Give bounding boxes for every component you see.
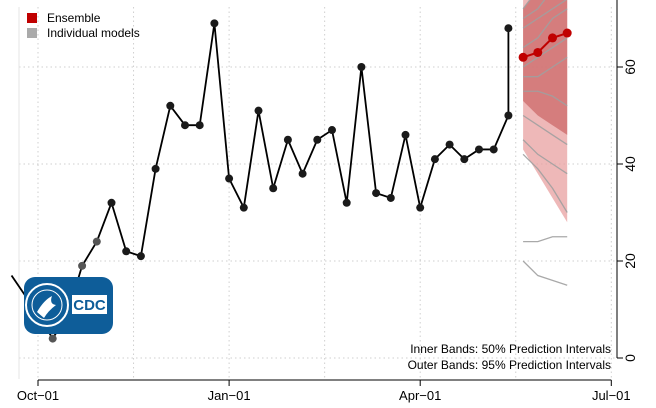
observed-point <box>136 252 145 261</box>
observed-point <box>313 135 322 144</box>
observed-point <box>430 155 439 164</box>
x-tick-label: Jul−01 <box>592 388 631 403</box>
x-tick-label: Oct−01 <box>17 388 59 403</box>
ensemble-point <box>562 28 572 38</box>
observed-point <box>386 193 395 202</box>
observed-point <box>489 145 498 154</box>
observed-point <box>298 169 307 178</box>
model-line <box>522 8 568 49</box>
observed-point <box>151 164 160 173</box>
observed-point <box>254 106 263 115</box>
ensemble-series <box>518 28 572 62</box>
cdc-logo: CDC <box>24 277 113 334</box>
model-line <box>522 153 568 213</box>
legend: Ensemble Individual models <box>27 11 140 40</box>
individual-models <box>522 0 568 286</box>
band-50-inner <box>523 0 568 135</box>
observed-point <box>48 334 57 343</box>
legend-swatch-ensemble <box>27 13 37 23</box>
observed-point <box>225 174 234 183</box>
observed-point <box>342 198 351 207</box>
observed-point <box>504 111 513 120</box>
model-line <box>523 56 568 78</box>
y-tick-label: 60 <box>622 59 638 75</box>
hhs-seal-inner-icon <box>31 289 63 321</box>
model-line <box>523 236 568 243</box>
cdc-wordmark-box <box>72 295 107 314</box>
annotation-inner-bands: Inner Bands: 50% Prediction Intervals <box>410 342 611 356</box>
model-line <box>522 0 568 29</box>
model-line <box>522 114 568 146</box>
observed-point <box>107 198 116 207</box>
ensemble-point <box>533 47 543 57</box>
model-line <box>522 139 568 175</box>
observed-point <box>210 19 219 28</box>
x-tick-label: Jan−01 <box>208 388 251 403</box>
cdc-wordmark: CDC <box>73 297 106 314</box>
hhs-eagle-icon <box>37 296 56 318</box>
observed-point <box>78 261 87 270</box>
y-tick-label: 20 <box>622 253 638 269</box>
hhs-seal-icon <box>25 283 69 327</box>
observed-point <box>475 145 483 154</box>
grid <box>19 7 617 379</box>
observed-point <box>92 237 101 246</box>
observed-point <box>445 140 454 149</box>
observed-point <box>239 203 248 212</box>
model-line <box>522 0 546 20</box>
ensemble-point <box>518 52 528 62</box>
x-tick-label: Apr−01 <box>399 388 441 403</box>
legend-swatch-individual-models <box>27 28 37 38</box>
model-line <box>522 260 568 286</box>
legend-label-individual-models: Individual models <box>47 26 140 40</box>
ensemble-line <box>522 32 568 59</box>
observed-point <box>401 130 410 139</box>
observed-point <box>460 155 469 164</box>
observed-point <box>328 126 336 135</box>
observed-point <box>269 184 278 193</box>
annotation-outer-bands: Outer Bands: 95% Prediction Intervals <box>408 358 611 372</box>
observed-point <box>181 121 189 130</box>
observed-point <box>166 101 175 110</box>
observed-point <box>195 121 204 130</box>
y-tick-label: 0 <box>622 354 638 362</box>
model-line <box>522 37 568 68</box>
observed-point <box>283 135 292 144</box>
y-tick-label: 40 <box>622 156 638 172</box>
observed-point <box>122 247 131 256</box>
model-line <box>523 90 568 107</box>
observed-point <box>416 203 425 212</box>
ensemble-point <box>548 33 557 43</box>
legend-label-ensemble: Ensemble <box>47 11 101 25</box>
observed-point <box>357 63 366 71</box>
observed-point-last <box>504 24 513 33</box>
annotations: Inner Bands: 50% Prediction Intervals Ou… <box>408 342 611 372</box>
observed-point <box>372 189 381 198</box>
